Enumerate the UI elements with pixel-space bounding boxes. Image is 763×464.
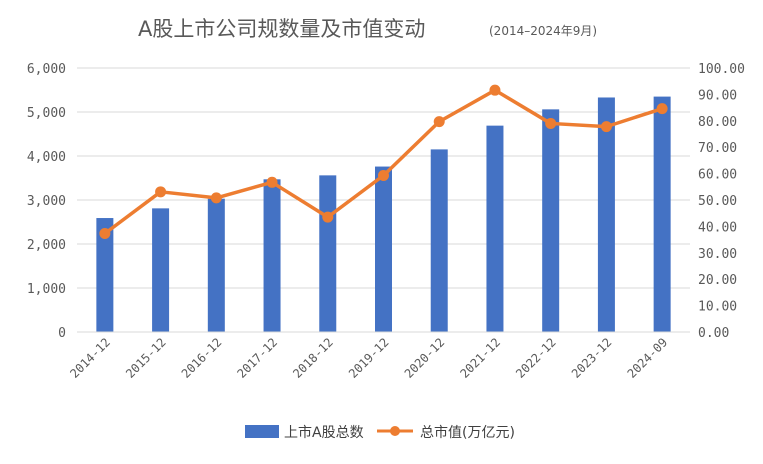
y-right-tick-label: 100.00 [698, 62, 745, 77]
y-right-tick-label: 60.00 [698, 168, 737, 183]
line-point [378, 169, 389, 181]
legend-line-label: 总市值(万亿元) [420, 424, 515, 441]
bar-series [96, 96, 671, 332]
bar [152, 208, 170, 332]
y-right-tick-label: 0.00 [698, 326, 729, 341]
line-point [155, 186, 167, 198]
line-point [600, 121, 612, 133]
x-tick-label: 2019-12 [346, 335, 392, 381]
x-tick-label: 2023-12 [569, 335, 615, 381]
y-axis-left: 0 1,000 2,000 3,000 4,000 5,000 6,000 [27, 62, 66, 341]
bar [486, 125, 504, 332]
x-tick-label: 2020-12 [402, 335, 448, 381]
x-tick-label: 2018-12 [290, 335, 336, 381]
bar [597, 97, 615, 332]
chart-titles: A股上市公司规数量及市值变动 (2014–2024年9月) [138, 17, 597, 41]
bar [207, 198, 225, 332]
line-series [99, 84, 668, 240]
bar [375, 166, 392, 332]
legend-bar-swatch [245, 425, 279, 438]
x-tick-label: 2021-12 [457, 335, 503, 381]
line-point [266, 176, 278, 188]
line-point [322, 211, 334, 223]
x-axis: 2014-12 2015-12 2016-12 2017-12 2018-12 2019-… [67, 331, 690, 381]
x-tick-label: 2022-12 [513, 335, 559, 381]
bar [542, 109, 560, 332]
x-tick-label: 2014-12 [67, 335, 113, 381]
line-point [545, 117, 557, 129]
x-tick-label: 2017-12 [235, 335, 281, 381]
bar [263, 179, 281, 332]
y-right-tick-label: 20.00 [698, 273, 737, 288]
bar [96, 218, 114, 332]
y-right-tick-label: 40.00 [698, 220, 737, 235]
y-right-tick-label: 10.00 [698, 300, 737, 315]
line-point [433, 116, 445, 128]
y-right-tick-label: 90.00 [698, 88, 737, 103]
y-right-tick-label: 70.00 [698, 141, 737, 156]
bar [430, 149, 448, 332]
y-left-tick-label: 5,000 [27, 106, 66, 121]
x-tick-label: 2024-09 [625, 335, 671, 381]
x-tick-label: 2016-12 [179, 335, 225, 381]
x-tick-label: 2015-12 [123, 335, 169, 381]
line-point [656, 103, 668, 115]
y-right-tick-label: 30.00 [698, 247, 737, 262]
y-right-tick-label: 50.00 [698, 194, 737, 209]
legend: 上市A股总数 总市值(万亿元) [245, 424, 515, 441]
line-point [99, 228, 111, 240]
y-left-tick-label: 2,000 [27, 238, 66, 253]
chart-title: A股上市公司规数量及市值变动 [138, 17, 425, 41]
y-left-tick-label: 1,000 [27, 282, 66, 297]
chart-subtitle: (2014–2024年9月) [489, 24, 597, 38]
y-left-tick-label: 3,000 [27, 194, 66, 209]
y-axis-right: 0.00 10.00 20.00 30.00 40.00 50.00 60.00 70.00 8… [698, 62, 745, 341]
y-left-tick-label: 0 [58, 326, 66, 341]
y-right-tick-label: 80.00 [698, 115, 737, 130]
line-point [489, 84, 501, 96]
bar [319, 175, 337, 332]
y-left-tick-label: 6,000 [27, 62, 66, 77]
legend-line-marker [390, 426, 400, 436]
legend-bar-label: 上市A股总数 [284, 424, 364, 441]
y-left-tick-label: 4,000 [27, 150, 66, 165]
bar [653, 96, 671, 332]
line-point [210, 192, 222, 204]
